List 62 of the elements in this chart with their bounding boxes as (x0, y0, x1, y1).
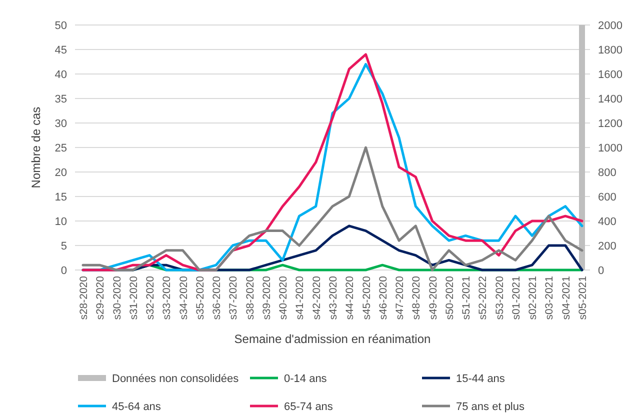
y-tick-label: 10 (54, 216, 67, 228)
legend-label: 15-44 ans (456, 372, 506, 385)
y-tick-label: 5 (60, 240, 67, 252)
x-tick-label: s34-2020 (178, 276, 190, 320)
x-tick-label: s30-2020 (111, 276, 124, 320)
x-tick-label: s48-2020 (410, 276, 423, 320)
y2-tick-label: 200 (598, 240, 616, 252)
y-tick-label: 25 (54, 142, 67, 154)
x-tick-label: s40-2020 (278, 276, 290, 320)
y-tick-label: 40 (54, 68, 67, 81)
x-tick-label: s38-2020 (244, 276, 256, 320)
x-tick-label: s47-2020 (394, 276, 406, 320)
x-tick-label: s33-2020 (161, 276, 174, 320)
x-tick-label: s44-2020 (344, 276, 356, 320)
legend-label: 75 ans et plus (456, 400, 525, 413)
y2-tick-label: 2000 (598, 20, 622, 32)
y2-tick-label: 800 (598, 166, 616, 179)
x-tick-label: s45-2020 (360, 276, 373, 320)
y-tick-label: 15 (54, 191, 67, 204)
x-tick-label: s28-2020 (78, 276, 90, 320)
x-tick-label: s42-2020 (310, 276, 323, 320)
x-tick-label: s52-2022 (477, 276, 490, 320)
y2-tick-label: 0 (598, 264, 604, 277)
x-tick-label: s35-2020 (194, 276, 206, 320)
x-tick-label: s36-2020 (211, 276, 224, 320)
y-tick-label: 50 (54, 20, 67, 32)
legend-label: 45-64 ans (112, 400, 162, 413)
x-tick-label: s01-2021 (510, 276, 522, 320)
y-axis-title: Nombre de cas (29, 106, 43, 188)
x-tick-label: s05-2021 (577, 276, 589, 320)
x-tick-label: s50-2020 (444, 276, 456, 320)
y2-tick-label: 600 (598, 191, 616, 204)
y-tick-label: 20 (54, 166, 67, 179)
x-tick-label: s41-2020 (294, 276, 306, 320)
x-tick-label: s31-2020 (128, 276, 140, 320)
x-tick-label: s43-2020 (328, 276, 340, 320)
legend-label: 0-14 ans (284, 372, 328, 385)
y2-tick-label: 1400 (598, 93, 622, 106)
legend-label: Données non consolidées (112, 372, 240, 385)
x-tick-label: s49-2020 (427, 276, 440, 320)
y2-tick-label: 400 (598, 216, 616, 228)
line-series (82, 146, 584, 272)
x-axis-title: Semaine d'admission en réanimation (234, 332, 431, 346)
y-tick-label: 45 (54, 44, 67, 56)
x-tick-label: s46-2020 (377, 276, 390, 320)
y2-tick-label: 1200 (598, 118, 622, 130)
y-tick-label: 35 (54, 93, 67, 106)
x-tick-label: s39-2020 (260, 276, 273, 320)
x-tick-label: s02-2021 (527, 276, 540, 320)
x-tick-label: s51-2021 (460, 276, 473, 320)
y-tick-label: 0 (60, 264, 67, 277)
y-tick-label: 30 (54, 118, 67, 130)
y2-tick-label: 1000 (598, 142, 622, 154)
x-tick-label: s37-2020 (228, 276, 240, 320)
x-tick-label: s04-2021 (560, 276, 572, 320)
legend-label: 65-74 ans (284, 400, 334, 413)
x-tick-label: s29-2020 (94, 276, 107, 320)
y2-tick-label: 1800 (598, 44, 622, 56)
x-tick-label: s03-2021 (544, 276, 556, 320)
x-tick-label: s53-2020 (494, 276, 506, 320)
x-tick-label: s32-2020 (144, 276, 157, 320)
y2-tick-label: 1600 (598, 68, 622, 81)
